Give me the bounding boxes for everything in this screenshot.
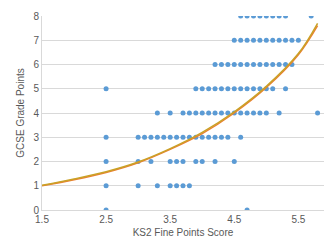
svg-text:0: 0 [33, 205, 39, 216]
svg-text:4: 4 [33, 108, 39, 119]
svg-text:1.5: 1.5 [35, 214, 49, 225]
svg-text:KS2 Fine Points Score: KS2 Fine Points Score [133, 227, 234, 238]
svg-text:8: 8 [33, 11, 39, 22]
svg-text:3.5: 3.5 [163, 214, 177, 225]
svg-text:6: 6 [33, 59, 39, 70]
svg-text:GCSE Grade Points: GCSE Grade Points [15, 68, 26, 157]
svg-text:5: 5 [33, 83, 39, 94]
svg-text:2.5: 2.5 [99, 214, 113, 225]
svg-text:2: 2 [33, 156, 39, 167]
svg-text:5.5: 5.5 [291, 214, 305, 225]
svg-text:4.5: 4.5 [227, 214, 241, 225]
svg-text:3: 3 [33, 132, 39, 143]
svg-text:7: 7 [33, 35, 39, 46]
svg-text:1: 1 [33, 180, 39, 191]
